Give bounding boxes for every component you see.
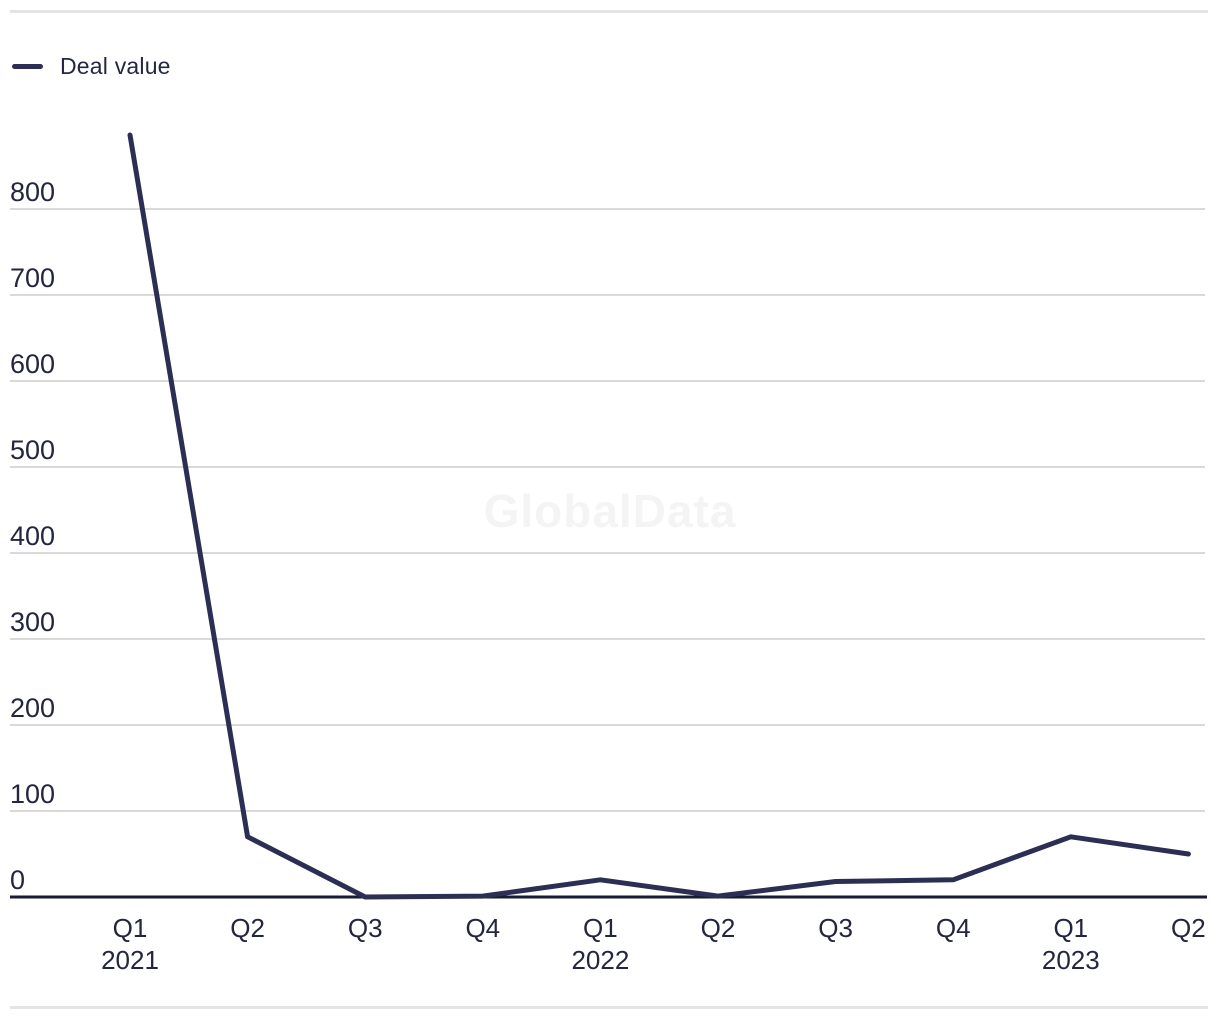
x-tick-label: Q3 bbox=[818, 913, 853, 943]
y-tick-label: 0 bbox=[10, 865, 25, 895]
y-tick-label: 800 bbox=[10, 177, 55, 207]
deal-value-line bbox=[127, 132, 1191, 900]
x-year-label: 2023 bbox=[1042, 945, 1100, 975]
legend-item-deal-value[interactable]: Deal value bbox=[12, 53, 171, 80]
x-year-label: 2021 bbox=[101, 945, 159, 975]
x-tick-label: Q1 bbox=[583, 913, 618, 943]
top-divider bbox=[10, 10, 1208, 13]
y-tick-label: 500 bbox=[10, 435, 55, 465]
x-tick-label: Q3 bbox=[348, 913, 383, 943]
y-tick-label: 300 bbox=[10, 607, 55, 637]
x-tick-label: Q2 bbox=[230, 913, 265, 943]
legend: Deal value bbox=[12, 53, 171, 80]
y-axis-labels: 0 100 200 300 400 500 600 700 800 bbox=[10, 177, 55, 895]
bottom-divider bbox=[10, 1006, 1208, 1009]
legend-line-swatch bbox=[12, 64, 43, 69]
x-tick-label: Q4 bbox=[465, 913, 500, 943]
x-tick-label: Q4 bbox=[936, 913, 971, 943]
y-tick-label: 400 bbox=[10, 521, 55, 551]
legend-label: Deal value bbox=[60, 53, 171, 79]
x-tick-label: Q2 bbox=[1171, 913, 1206, 943]
y-tick-label: 200 bbox=[10, 693, 55, 723]
x-year-label: 2022 bbox=[571, 945, 629, 975]
y-tick-label: 100 bbox=[10, 779, 55, 809]
y-tick-label: 700 bbox=[10, 263, 55, 293]
gridlines bbox=[10, 208, 1205, 812]
x-tick-label: Q1 bbox=[113, 913, 148, 943]
y-tick-label: 600 bbox=[10, 349, 55, 379]
x-tick-label: Q2 bbox=[701, 913, 736, 943]
x-tick-label: Q1 bbox=[1053, 913, 1088, 943]
watermark: GlobalData bbox=[484, 485, 737, 537]
